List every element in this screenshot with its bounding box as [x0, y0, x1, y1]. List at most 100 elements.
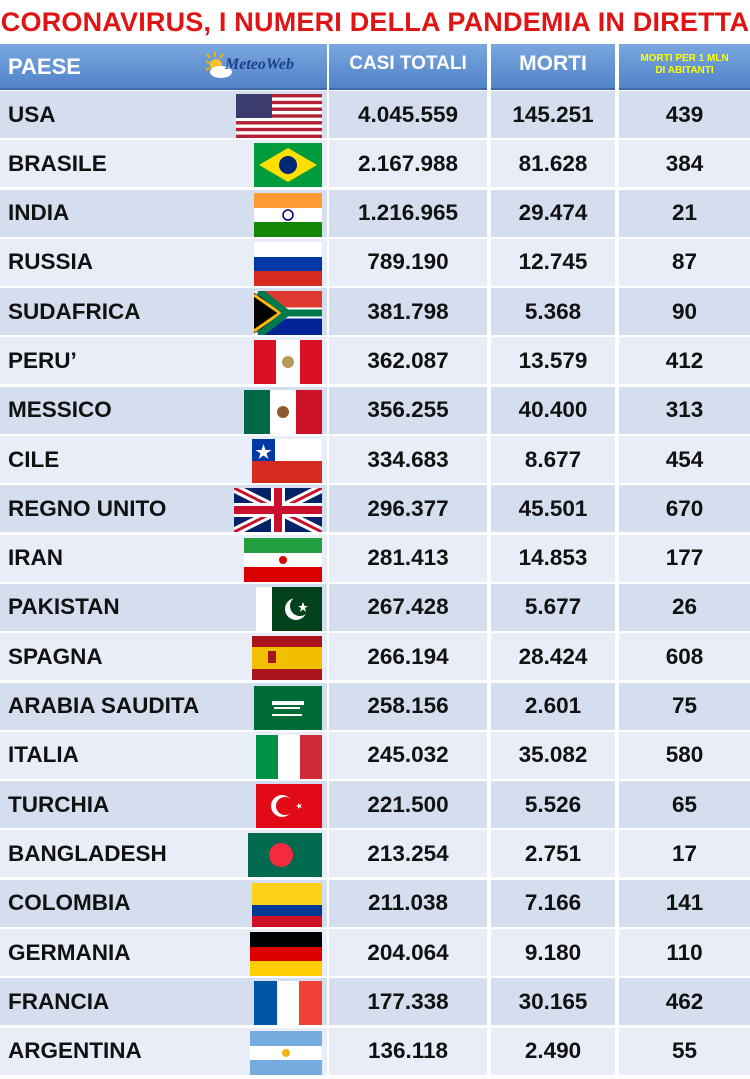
uk-flag — [234, 488, 322, 533]
table-row: SUDAFRICA 381.798 5.368 90 — [0, 288, 750, 337]
per-million-cell: 55 — [619, 1027, 750, 1075]
country-cell: ARABIA SAUDITA — [0, 682, 327, 730]
deaths-cell: 2.601 — [491, 682, 615, 730]
country-cell: TURCHIA — [0, 781, 327, 829]
colombia-flag — [252, 882, 322, 927]
table-row: ARABIA SAUDITA 258.156 2.601 75 — [0, 682, 750, 732]
table-row: PERU’ 362.087 13.579 412 — [0, 337, 750, 386]
per-million-cell: 177 — [619, 534, 750, 582]
deaths-cell: 45.501 — [491, 485, 615, 533]
deaths-cell: 5.677 — [491, 583, 615, 631]
per-million-cell: 313 — [619, 386, 750, 434]
country-cell: SUDAFRICA — [0, 288, 327, 336]
per-million-cell: 580 — [619, 731, 750, 779]
table-row: RUSSIA 789.190 12.745 87 — [0, 238, 750, 288]
table-row: ITALIA 245.032 35.082 580 — [0, 731, 750, 781]
header-per-million: MORTI PER 1 MLN DI ABITANTI — [619, 44, 750, 90]
deaths-cell: 40.400 — [491, 386, 615, 434]
per-million-cell: 87 — [619, 238, 750, 286]
deaths-cell: 30.165 — [491, 978, 615, 1026]
deaths-cell: 9.180 — [491, 929, 615, 977]
cases-cell: 381.798 — [329, 288, 487, 336]
cases-cell: 334.683 — [329, 436, 487, 484]
page-title: CORONAVIRUS, I NUMERI DELLA PANDEMIA IN … — [0, 6, 750, 37]
per-million-cell: 21 — [619, 189, 750, 237]
usa-flag — [236, 94, 322, 138]
south-africa-flag — [254, 291, 322, 336]
russia-flag — [254, 241, 322, 286]
header-per-million-line2: DI ABITANTI — [655, 65, 714, 76]
cases-cell: 281.413 — [329, 534, 487, 582]
table-row: INDIA 1.216.965 29.474 21 — [0, 189, 750, 239]
cases-cell: 211.038 — [329, 879, 487, 927]
cases-cell: 221.500 — [329, 781, 487, 829]
country-name: IRAN — [8, 545, 63, 571]
country-name: BANGLADESH — [8, 840, 167, 866]
mexico-flag — [244, 389, 322, 434]
table-row: CILE 334.683 8.677 454 — [0, 436, 750, 485]
country-cell: REGNO UNITO — [0, 485, 327, 533]
meteoweb-logo: MeteoWeb — [203, 50, 323, 82]
country-name: ARABIA SAUDITA — [8, 693, 200, 719]
table-row: FRANCIA 177.338 30.165 462 — [0, 978, 750, 1027]
deaths-cell: 35.082 — [491, 731, 615, 779]
per-million-cell: 412 — [619, 337, 750, 385]
country-name: ARGENTINA — [8, 1038, 142, 1064]
country-cell: ARGENTINA — [0, 1027, 327, 1075]
cases-cell: 267.428 — [329, 583, 487, 631]
deaths-cell: 5.368 — [491, 288, 615, 336]
table-row: MESSICO 356.255 40.400 313 — [0, 386, 750, 436]
table-header: PAESE MeteoWeb CASI TOTALI MORTI MORTI P… — [0, 44, 750, 90]
per-million-cell: 110 — [619, 929, 750, 977]
country-name: SPAGNA — [8, 643, 103, 669]
brazil-flag — [254, 143, 322, 188]
per-million-cell: 75 — [619, 682, 750, 730]
per-million-cell: 90 — [619, 288, 750, 336]
country-name: PAKISTAN — [8, 594, 120, 620]
country-name: MESSICO — [8, 397, 112, 423]
table-row: IRAN 281.413 14.853 177 — [0, 534, 750, 584]
table-body: USA 4.045.559 145.251 439 BRASILE 2.167.988 81… — [0, 91, 750, 1077]
country-cell: CILE — [0, 436, 327, 484]
table-row: ARGENTINA 136.118 2.490 55 — [0, 1027, 750, 1077]
country-cell: GERMANIA — [0, 929, 327, 977]
deaths-cell: 14.853 — [491, 534, 615, 582]
country-cell: MESSICO — [0, 386, 327, 434]
chile-flag — [252, 439, 322, 484]
deaths-cell: 13.579 — [491, 337, 615, 385]
cases-cell: 2.167.988 — [329, 140, 487, 188]
table-row: GERMANIA 204.064 9.180 110 — [0, 929, 750, 978]
table-row: USA 4.045.559 145.251 439 — [0, 91, 750, 140]
cases-cell: 213.254 — [329, 830, 487, 878]
country-cell: COLOMBIA — [0, 879, 327, 927]
deaths-cell: 145.251 — [491, 91, 615, 138]
header-cases: CASI TOTALI — [329, 44, 487, 90]
italy-flag — [256, 734, 322, 779]
germany-flag — [250, 932, 322, 977]
deaths-cell: 2.490 — [491, 1027, 615, 1075]
country-name: COLOMBIA — [8, 890, 131, 916]
per-million-cell: 26 — [619, 583, 750, 631]
header-country-label: PAESE — [8, 54, 81, 79]
per-million-cell: 65 — [619, 781, 750, 829]
cases-cell: 136.118 — [329, 1027, 487, 1075]
header-country: PAESE MeteoWeb — [0, 44, 327, 90]
country-name: REGNO UNITO — [8, 495, 167, 521]
table-row: PAKISTAN 267.428 5.677 26 — [0, 583, 750, 633]
table-row: REGNO UNITO 296.377 45.501 670 — [0, 485, 750, 534]
deaths-cell: 81.628 — [491, 140, 615, 188]
cases-cell: 296.377 — [329, 485, 487, 533]
table-row: COLOMBIA 211.038 7.166 141 — [0, 879, 750, 929]
cases-cell: 266.194 — [329, 633, 487, 681]
table-row: BRASILE 2.167.988 81.628 384 — [0, 140, 750, 189]
country-name: USA — [8, 101, 56, 127]
turkey-flag — [256, 784, 322, 829]
per-million-cell: 17 — [619, 830, 750, 878]
cases-cell: 204.064 — [329, 929, 487, 977]
country-cell: USA — [0, 91, 327, 138]
sun-cloud-icon — [205, 52, 232, 78]
per-million-cell: 462 — [619, 978, 750, 1026]
cases-cell: 177.338 — [329, 978, 487, 1026]
cases-cell: 1.216.965 — [329, 189, 487, 237]
country-cell: RUSSIA — [0, 238, 327, 286]
